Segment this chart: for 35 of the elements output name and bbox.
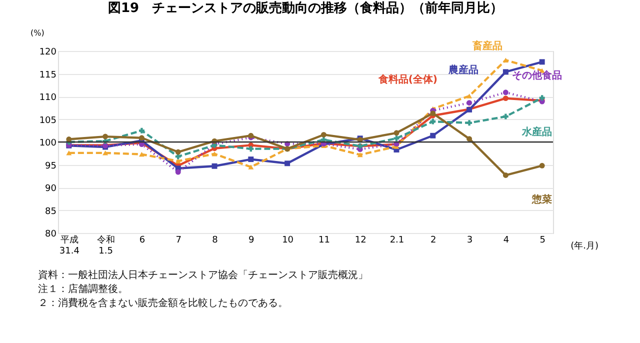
series-label: その他食品 [512,70,562,82]
series-label: 水産品 [521,126,552,138]
text: 資料：一般社団法人日本チェーンストア協会「チェーンストア販売概況」 [38,269,368,281]
series-label: 畜産品 [472,40,503,52]
text: 注１：店舗調整後。 [38,283,128,295]
text: ２：消費税を含まない販売金額を比較したものである。 [38,297,288,309]
y-tick-label: 100 [39,138,57,148]
y-tick-label: 120 [39,48,57,58]
chart-title: 図19 チェーンストアの販売動向の推移（食料品）（前年同月比） [108,0,504,16]
y-tick-label: 85 [45,206,56,217]
x-tick-label: 10 [282,236,294,246]
y-tick-label: 80 [45,230,57,240]
x-tick-label: 2 [430,236,436,246]
x-tick-label: 2.1 [390,236,404,246]
x-tick-label: 平成 31.4 [59,234,80,256]
x-tick-label: 8 [212,236,218,246]
y-tick-label: 115 [39,70,56,80]
x-tick-label: 4 [503,236,510,246]
text: 惣菜 [531,194,552,206]
x-tick-label: 12 [354,236,366,246]
text: 食料品(全体) [377,74,438,86]
x-tick-label: 3 [466,236,473,246]
x-tick-label: 6 [139,236,146,246]
x-tick-label: 5 [540,236,546,246]
x-tick-label: 7 [176,236,182,246]
y-tick-label: 110 [39,93,57,103]
x-tick-label: 11 [318,236,330,246]
series-label: 農産品 [448,64,479,76]
x-tick-label: 9 [248,236,255,246]
y-tick-label: 105 [39,116,56,126]
y-axis-title: (%) [30,28,44,38]
x-tick-label: 令和 1.5 [96,234,115,256]
y-tick-label: 95 [45,161,56,172]
x-axis-title: (年.月) [570,240,598,252]
y-tick-label: 90 [45,184,57,194]
